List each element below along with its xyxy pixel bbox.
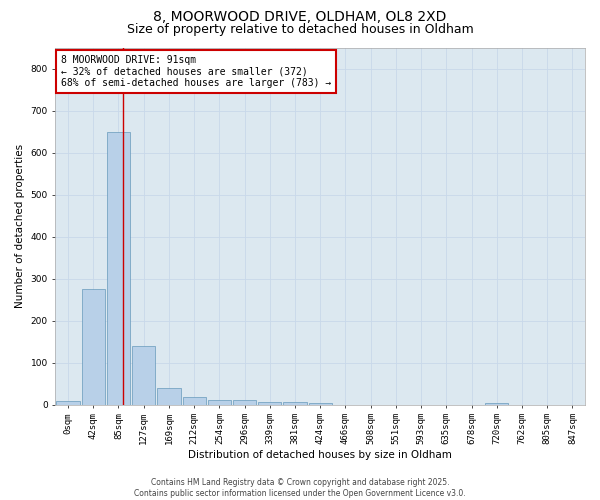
Bar bbox=[485, 403, 508, 404]
Bar bbox=[82, 289, 105, 405]
X-axis label: Distribution of detached houses by size in Oldham: Distribution of detached houses by size … bbox=[188, 450, 452, 460]
Bar bbox=[208, 400, 231, 404]
Y-axis label: Number of detached properties: Number of detached properties bbox=[15, 144, 25, 308]
Bar bbox=[56, 401, 80, 404]
Bar bbox=[132, 346, 155, 405]
Bar bbox=[258, 402, 281, 404]
Text: Size of property relative to detached houses in Oldham: Size of property relative to detached ho… bbox=[127, 22, 473, 36]
Bar bbox=[157, 388, 181, 404]
Text: Contains HM Land Registry data © Crown copyright and database right 2025.
Contai: Contains HM Land Registry data © Crown c… bbox=[134, 478, 466, 498]
Bar bbox=[283, 402, 307, 404]
Text: 8, MOORWOOD DRIVE, OLDHAM, OL8 2XD: 8, MOORWOOD DRIVE, OLDHAM, OL8 2XD bbox=[154, 10, 446, 24]
Text: 8 MOORWOOD DRIVE: 91sqm
← 32% of detached houses are smaller (372)
68% of semi-d: 8 MOORWOOD DRIVE: 91sqm ← 32% of detache… bbox=[61, 54, 331, 88]
Bar bbox=[233, 400, 256, 404]
Bar bbox=[107, 132, 130, 404]
Bar bbox=[182, 397, 206, 404]
